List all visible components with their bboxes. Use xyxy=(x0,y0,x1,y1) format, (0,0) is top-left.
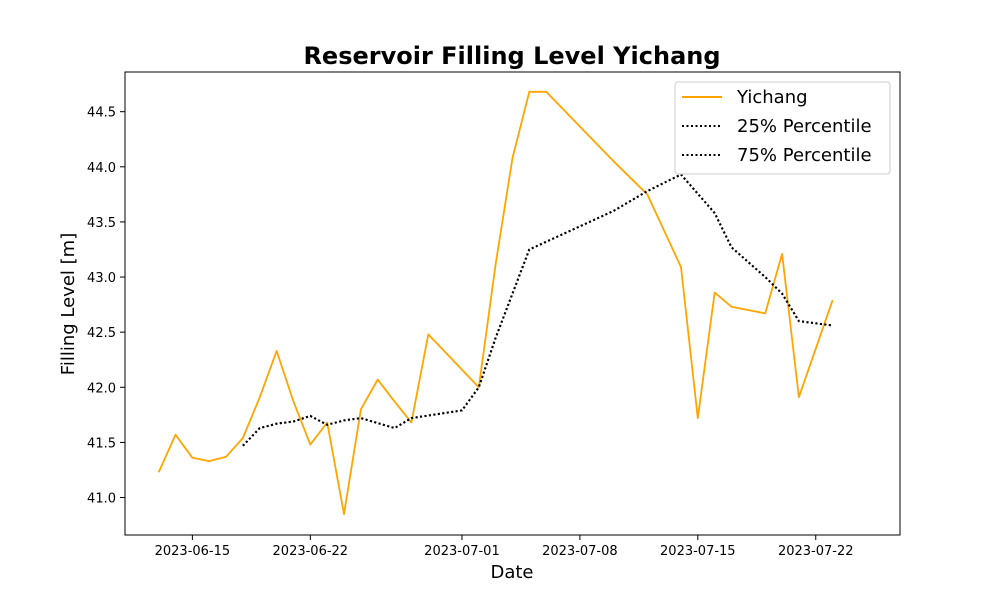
legend-box xyxy=(674,81,891,175)
legend: Yichang 25% Percentile 75% Percentile xyxy=(674,81,891,175)
legend-label-25pct-percentile: 25% Percentile xyxy=(737,116,872,137)
x-axis-ticks: 2023-06-15 2023-06-22 2023-07-01 2023-07-08… xyxy=(155,535,854,559)
x-tick-label: 2023-06-15 xyxy=(155,544,231,559)
y-tick-label: 43.5 xyxy=(87,216,116,231)
series-line-75pct-percentile xyxy=(242,173,833,447)
series-layer xyxy=(157,90,834,515)
y-tick-label: 41.5 xyxy=(87,436,116,451)
legend-label-75pct-percentile: 75% Percentile xyxy=(737,145,872,166)
x-tick-label: 2023-06-22 xyxy=(273,544,349,559)
y-tick-label: 44.5 xyxy=(87,106,116,121)
x-tick-label: 2023-07-08 xyxy=(542,544,618,559)
y-tick-label: 42.0 xyxy=(87,381,116,396)
y-axis-ticks: 41.0 41.5 42.0 42.5 43.0 43.5 44.0 44.5 xyxy=(87,106,125,507)
y-tick-label: 44.0 xyxy=(87,161,116,176)
legend-label-yichang: Yichang xyxy=(736,87,808,108)
y-axis-label: Filling Level [m] xyxy=(58,233,79,375)
series-line-yichang xyxy=(157,90,834,515)
y-tick-label: 41.0 xyxy=(87,492,116,507)
x-tick-label: 2023-07-15 xyxy=(660,544,736,559)
x-tick-label: 2023-07-22 xyxy=(778,544,854,559)
x-tick-label: 2023-07-01 xyxy=(424,544,500,559)
y-tick-label: 43.0 xyxy=(87,271,116,286)
y-tick-label: 42.5 xyxy=(87,326,116,341)
x-axis-label: Date xyxy=(490,562,533,583)
chart-title: Reservoir Filling Level Yichang xyxy=(303,42,720,70)
